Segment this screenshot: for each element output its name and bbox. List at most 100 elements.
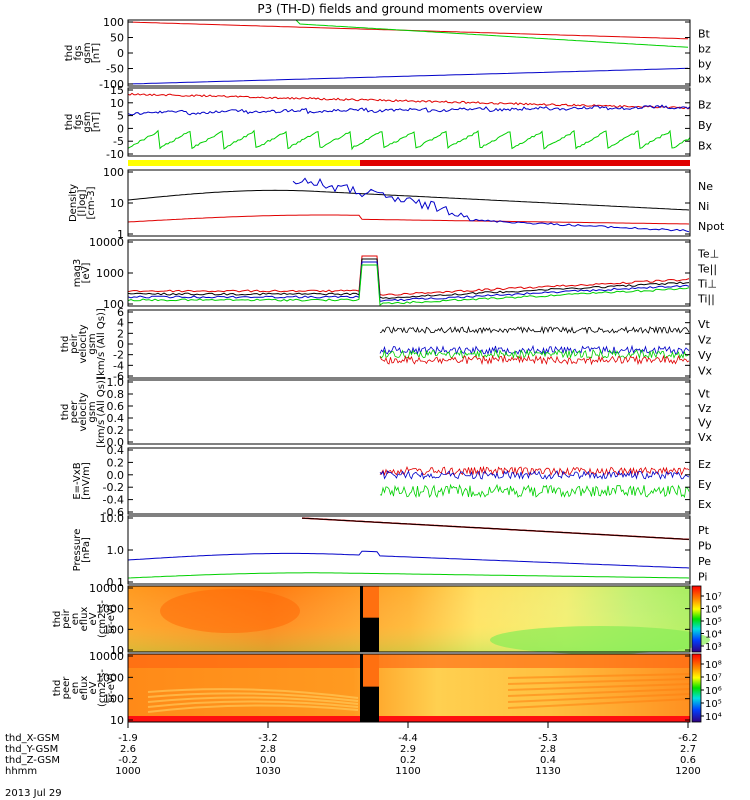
y-tick-label: 0.4: [107, 444, 125, 457]
legend-entry: Ti⊥: [697, 278, 717, 291]
legend-entry: Vy: [698, 416, 712, 429]
y-tick-label: 0.2: [107, 424, 125, 437]
y-tick-label: 6: [117, 306, 124, 319]
panel-frame: [127, 585, 691, 653]
y-tick-label: 0.8: [107, 388, 125, 401]
x-axis-value: 0.0: [260, 755, 276, 766]
y-tick-label: 15: [110, 84, 124, 97]
mode-bar-fast: [360, 160, 690, 166]
heatmap-gap-black: [360, 617, 379, 652]
y-tick-label: -4: [113, 359, 124, 372]
x-axis-value: -6.2: [678, 733, 698, 744]
y-tick-label: 0.4: [107, 412, 125, 425]
colorbar-label: 10⁶: [705, 605, 722, 616]
series-noise-3: [379, 483, 690, 499]
series-noise-2: [379, 344, 690, 356]
series-noise-1: [379, 325, 690, 335]
legend-entry: Ni: [698, 200, 709, 213]
colorbar-label: 10⁴: [705, 630, 722, 641]
y-tick-label: 0.6: [107, 400, 125, 413]
legend-entry: Ey: [698, 478, 712, 491]
legend-entry: Vy: [698, 349, 712, 362]
series-pi: [127, 550, 690, 569]
y-axis-label: (cm2-s-: [97, 669, 108, 707]
colorbar-label: 10⁵: [705, 699, 722, 710]
series-ne: [127, 214, 690, 225]
legend-entry: Ex: [698, 498, 712, 511]
y-axis-label: gsm: [82, 111, 93, 132]
y-axis-label: thd: [52, 680, 63, 697]
series-te-perp: [127, 255, 690, 296]
y-axis-label: [km/s (All Qs)]: [96, 376, 107, 448]
series-ti-perp: [127, 261, 690, 303]
y-tick-label: 100: [103, 166, 124, 179]
y-axis-label: thd: [64, 45, 75, 62]
y-tick-label: 100: [103, 16, 124, 29]
x-axis-value: -3.2: [258, 733, 278, 744]
y-tick-label: 100: [103, 693, 124, 706]
legend-entry: Pb: [698, 539, 712, 552]
plot-title: P3 (TH-D) fields and ground moments over…: [257, 2, 542, 16]
y-tick-label: -5: [113, 135, 124, 148]
panel-4: 10000 1000 100 mag3[eV] Te⊥ Te|| Ti⊥ Ti||: [72, 236, 719, 311]
y-axis-label: eV: [88, 681, 99, 694]
y-tick-label: 10000: [89, 650, 124, 663]
panel-frame: [127, 87, 691, 157]
y-axis-label: [nT]: [91, 112, 102, 132]
series-noise-3: [379, 348, 690, 360]
x-axis-value: 1030: [255, 766, 280, 777]
y-axis-label: thd: [60, 336, 71, 353]
y-tick-label: 1000: [96, 603, 124, 616]
y-tick-label: 4: [117, 317, 124, 330]
legend-entry: bx: [698, 73, 712, 86]
panel-frame: [127, 309, 691, 379]
x-axis-value: 1200: [675, 766, 700, 777]
y-axis-label: eflux: [79, 676, 90, 701]
legend-entry: Pt: [698, 524, 710, 537]
colorbar-label: 10⁴: [705, 712, 722, 723]
x-axis-row-label: hhmm: [5, 766, 37, 777]
y-tick-label: -100: [99, 78, 124, 91]
y-axis-label: [km/s (All Qs)]: [96, 308, 107, 380]
y-axis-label: thd: [60, 404, 71, 421]
heatmap-stripe: [507, 688, 691, 697]
panel-frame: [127, 239, 691, 307]
legend-entry: Pi: [698, 570, 707, 583]
panel-frame: [127, 447, 691, 515]
y-tick-label: 0: [117, 122, 124, 135]
x-axis-value: 1130: [535, 766, 560, 777]
y-tick-label: -10: [106, 148, 124, 161]
heatmap-band: [128, 654, 690, 668]
legend-entry: Bt: [698, 28, 711, 41]
legend-entry: Te⊥: [697, 248, 719, 261]
y-axis-label: velocity: [78, 392, 89, 431]
y-tick-label: 0.1: [107, 576, 125, 589]
y-tick-label: 50: [110, 32, 124, 45]
y-axis-label: peer: [69, 400, 80, 424]
heatmap-gap-edge: [360, 586, 363, 652]
heatmap-stripe: [507, 673, 691, 679]
date-label: 2013 Jul 29: [5, 788, 62, 799]
y-axis-label: gsm: [82, 42, 93, 63]
legend-entry: Npot: [698, 220, 725, 233]
y-axis-label: eV: [88, 612, 99, 625]
x-axis-row-label: thd_Y-GSM: [5, 744, 58, 755]
colorbar-label: 10⁷: [705, 592, 722, 603]
heatmap-gap-edge: [360, 654, 363, 722]
y-tick-label: 1000: [96, 267, 124, 280]
heatmap-stripe: [507, 678, 691, 685]
heatmap-bottom: [128, 716, 690, 722]
y-axis-label: sr-eV): [106, 673, 117, 702]
y-axis-label: gsm: [87, 333, 98, 354]
x-axis-value: -0.2: [118, 755, 138, 766]
series-npot: [292, 177, 690, 233]
x-axis-value: 2.8: [260, 744, 276, 755]
y-axis-label: eflux: [79, 607, 90, 632]
series-noise-4: [379, 354, 690, 366]
y-tick-label: 10000: [89, 582, 124, 595]
panel-10: 10⁸ 10⁷ 10⁶ 10⁵ 10⁴ 10000 1000 100 10 thdpeerenef…: [52, 650, 722, 727]
colorbar-label: 10⁸: [705, 660, 722, 671]
y-tick-label: 0.2: [107, 456, 125, 469]
